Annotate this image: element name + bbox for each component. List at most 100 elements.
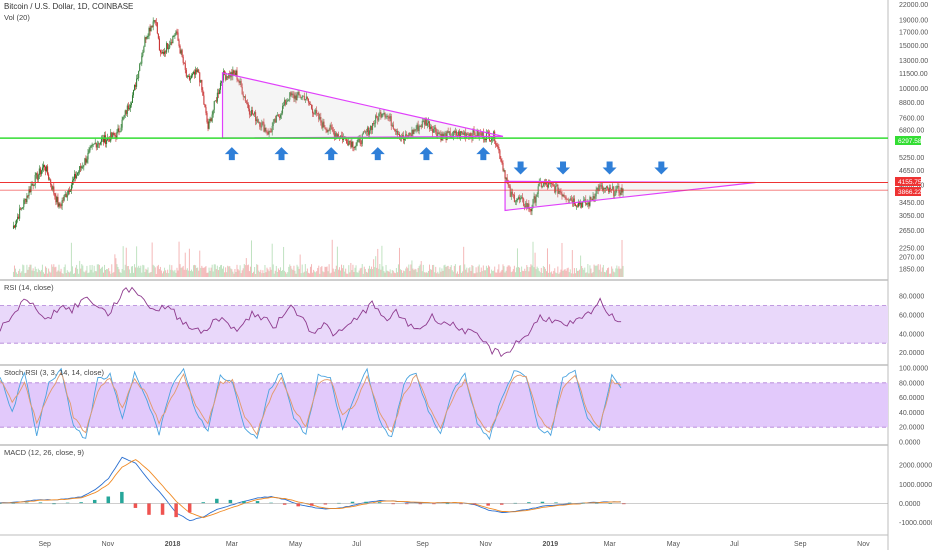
candle-body <box>72 178 74 181</box>
volume-bar <box>552 273 554 277</box>
candle-body <box>536 194 538 197</box>
volume-bar <box>71 266 73 277</box>
volume-bar <box>301 264 303 277</box>
candle-body <box>216 92 218 102</box>
volume-bar <box>483 270 485 277</box>
candle-body <box>218 89 220 94</box>
candle-body <box>140 63 142 65</box>
volume-bar <box>511 271 513 277</box>
candle-body <box>521 197 523 199</box>
volume-bar <box>40 269 42 277</box>
candle-body <box>411 129 413 136</box>
volume-bar <box>239 265 241 277</box>
macd-histogram-bar <box>567 502 572 504</box>
rsi-pane[interactable] <box>0 286 888 358</box>
candle-body <box>55 196 57 203</box>
candle-body <box>302 95 304 97</box>
time-scale[interactable]: Sep Nov 2018 Mar May Jul Sep Nov 2019 Mar May Jul Se… <box>39 541 871 548</box>
volume-bar <box>588 273 590 277</box>
volume-bar <box>409 271 411 277</box>
candle-body <box>422 120 424 122</box>
candle-body <box>362 131 364 135</box>
volume-bar <box>116 264 118 277</box>
candle-body <box>599 185 601 187</box>
volume-bar <box>13 265 15 277</box>
candle-body <box>565 197 567 199</box>
macd-pane[interactable] <box>0 456 888 522</box>
candle-body <box>154 20 156 23</box>
candle-body <box>560 191 562 194</box>
volume-bar <box>47 273 49 277</box>
volume-bar <box>128 269 130 277</box>
candle-body <box>409 132 411 135</box>
candle-body <box>597 188 599 191</box>
volume-bar <box>145 268 147 277</box>
candle-body <box>192 73 194 76</box>
volume-bar <box>477 266 479 277</box>
volume-bar <box>61 273 63 277</box>
volume-bar <box>332 268 334 277</box>
volume-bar <box>306 268 308 277</box>
candle-body <box>102 138 104 143</box>
volume-bar <box>357 272 359 277</box>
candle-body <box>93 143 95 145</box>
volume-bar <box>545 271 547 277</box>
macd-histogram-bar <box>52 503 56 505</box>
volume-bar <box>157 264 159 277</box>
candle-body <box>388 117 390 119</box>
macd-histogram-bar <box>269 502 273 504</box>
volume-bar <box>139 267 141 277</box>
candle-body <box>250 110 252 116</box>
volume-bar <box>82 265 84 277</box>
candle-body <box>501 161 503 163</box>
volume-bar <box>28 267 30 277</box>
volume-bar <box>540 267 542 277</box>
volume-bar <box>287 272 289 277</box>
candle-body <box>200 79 202 83</box>
volume-bar <box>595 265 597 277</box>
volume-bar <box>569 269 571 277</box>
candle-body <box>571 200 573 204</box>
candle-body <box>473 129 475 133</box>
volume-bar <box>48 268 50 277</box>
candle-body <box>320 117 322 123</box>
volume-bar <box>180 267 182 277</box>
candle-body <box>538 182 540 187</box>
candle-body <box>139 64 141 72</box>
volume-bar <box>519 267 521 277</box>
candle-body <box>35 173 37 176</box>
candle-body <box>165 51 167 53</box>
candle-body <box>277 114 279 117</box>
stoch-rsi-pane[interactable] <box>0 367 888 441</box>
volume-bar <box>579 269 581 277</box>
volume-bar <box>133 272 135 277</box>
volume-bar <box>186 268 188 277</box>
volume-bar <box>456 271 458 277</box>
candle-body <box>158 38 160 51</box>
volume-bar <box>493 270 495 277</box>
candle-body <box>130 102 132 105</box>
candle-body <box>266 131 268 133</box>
candle-body <box>260 126 262 128</box>
volume-bar <box>313 269 315 277</box>
candle-body <box>510 191 512 197</box>
candle-body <box>446 131 448 140</box>
volume-bar <box>76 264 78 277</box>
volume-bar <box>110 273 112 277</box>
volume-bar <box>269 267 271 277</box>
macd-histogram-bar <box>432 503 436 505</box>
candle-body <box>275 115 277 123</box>
candle-body <box>67 190 69 195</box>
price-scale[interactable]: 22000.00 19000.00 17000.00 15000.00 13000.00… <box>899 2 932 527</box>
volume-bar <box>18 270 20 277</box>
volume-bar <box>322 271 324 277</box>
candle-body <box>118 128 120 132</box>
volume-bar <box>543 266 545 277</box>
candle-body <box>349 140 351 142</box>
price-pane[interactable] <box>0 17 888 277</box>
volume-bar <box>349 272 351 277</box>
candle-body <box>246 102 248 105</box>
candle-body <box>457 131 459 136</box>
volume-bar <box>148 273 150 277</box>
